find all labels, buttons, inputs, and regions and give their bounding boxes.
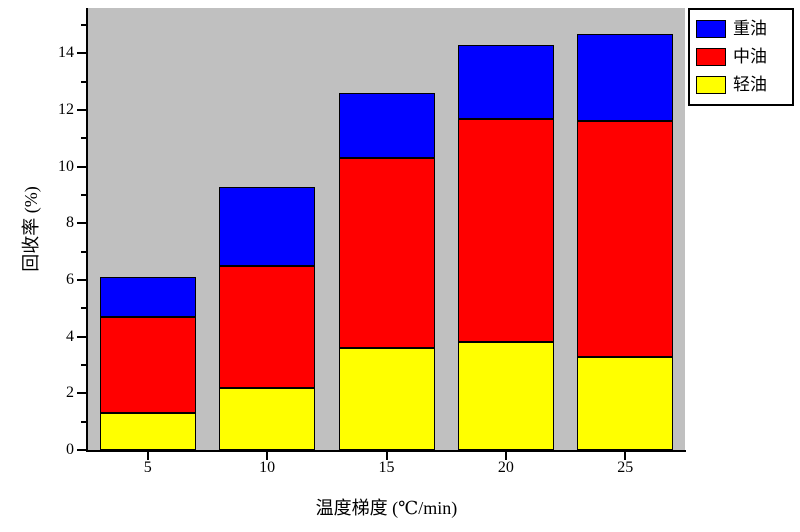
- bar-5-segment-中油: [99, 316, 196, 414]
- bar-25-segment-重油: [577, 33, 674, 122]
- y-tick-label-2: 2: [66, 384, 74, 402]
- y-tick-14: [77, 52, 86, 55]
- x-tick-20: [504, 452, 507, 460]
- x-tick-label-5: 5: [143, 459, 152, 476]
- legend-swatch-轻油: [696, 76, 726, 94]
- y-minor-tick-9: [81, 194, 86, 196]
- legend-item-重油: 重油: [696, 15, 786, 43]
- plot-area: [88, 8, 685, 450]
- legend-swatch-中油: [696, 48, 726, 66]
- x-tick-label-10: 10: [259, 459, 276, 476]
- y-tick-8: [77, 222, 86, 225]
- y-tick-10: [77, 165, 86, 168]
- y-minor-tick-7: [81, 250, 86, 253]
- x-axis-title: 温度梯度 (℃/min): [315, 498, 458, 518]
- y-minor-tick-5: [81, 307, 86, 310]
- bar-20-segment-中油: [457, 118, 554, 343]
- y-tick-2: [77, 392, 86, 395]
- y-tick-label-0: 0: [66, 441, 74, 458]
- legend-label-重油: 重油: [733, 19, 767, 38]
- y-minor-tick-11: [81, 137, 86, 140]
- y-tick-label-10: 10: [58, 157, 74, 175]
- y-tick-12: [77, 109, 86, 111]
- x-tick-label-25: 25: [617, 459, 634, 476]
- x-tick-label-15: 15: [378, 459, 395, 476]
- bar-15-segment-重油: [338, 93, 435, 159]
- bar-15-segment-中油: [338, 158, 435, 348]
- y-minor-tick-1: [81, 420, 86, 423]
- x-tick-25: [624, 452, 627, 460]
- y-tick-label-8: 8: [66, 214, 74, 232]
- y-tick-label-14: 14: [58, 44, 74, 62]
- y-tick-4: [77, 335, 86, 338]
- bar-5-segment-轻油: [99, 413, 196, 450]
- x-axis-line: [86, 450, 686, 452]
- x-tick-label-20: 20: [497, 459, 514, 476]
- x-tick-15: [385, 452, 388, 460]
- bar-10-segment-重油: [219, 186, 316, 266]
- legend-label-中油: 中油: [733, 47, 767, 66]
- y-minor-tick-3: [81, 364, 86, 366]
- bar-20-segment-轻油: [457, 342, 554, 450]
- bar-20-segment-重油: [457, 44, 554, 119]
- y-minor-tick-13: [81, 80, 86, 83]
- bar-5-segment-重油: [99, 277, 196, 317]
- legend-swatch-重油: [696, 20, 726, 38]
- bar-25-segment-中油: [577, 121, 674, 357]
- bar-25-segment-轻油: [577, 356, 674, 450]
- bar-15-segment-轻油: [338, 348, 435, 450]
- y-tick-label-4: 4: [66, 327, 74, 345]
- x-tick-10: [266, 452, 269, 460]
- y-axis-line: [86, 8, 88, 452]
- x-tick-5: [146, 452, 149, 460]
- bar-10-segment-轻油: [219, 387, 316, 450]
- y-tick-label-12: 12: [58, 101, 74, 118]
- y-tick-6: [77, 279, 86, 281]
- legend: 重油 中油 轻油: [688, 8, 794, 106]
- legend-label-轻油: 轻油: [733, 75, 767, 94]
- y-tick-0: [77, 449, 86, 451]
- legend-item-中油: 中油: [696, 43, 786, 71]
- legend-item-轻油: 轻油: [696, 71, 786, 99]
- y-tick-label-6: 6: [66, 271, 74, 288]
- bar-10-segment-中油: [219, 265, 316, 388]
- y-minor-tick-15: [81, 24, 86, 26]
